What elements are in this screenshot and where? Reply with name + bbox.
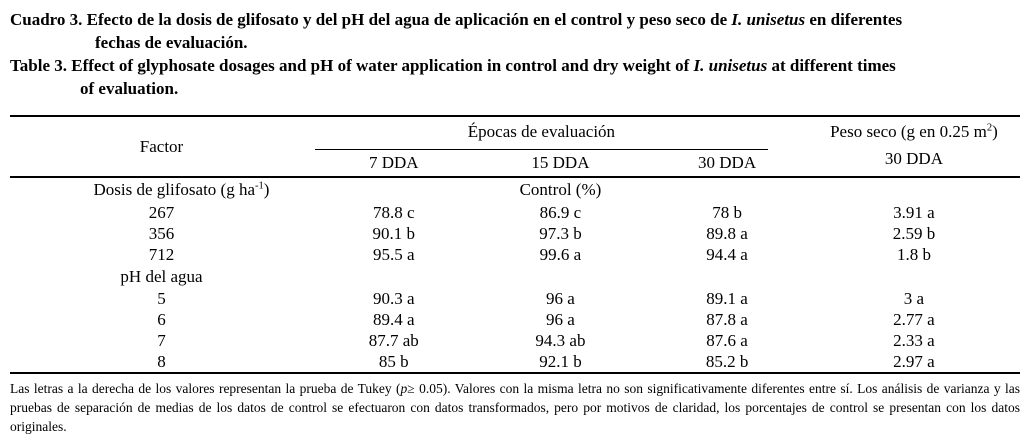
caption-en-line2: of evaluation. — [80, 79, 179, 98]
cell-15dda: 96 a — [546, 289, 575, 308]
caption-en: Table 3. Effect of glyphosate dosages an… — [10, 54, 1020, 100]
peso-seco-label: Peso seco (g en 0.25 m2) — [808, 117, 1020, 149]
cell-30dda: 87.6 a — [706, 331, 748, 350]
peso-seco-30dda-label: 30 DDA — [884, 149, 943, 168]
table-row: 267 78.8 c 86.9 c 78 b 3.91 a — [10, 202, 1020, 223]
header-row-groups: Factor Épocas de evaluación Peso seco (g… — [10, 116, 1020, 168]
cell-peso: 1.8 b — [896, 245, 931, 264]
cell-7dda: 87.7 ab — [368, 331, 419, 350]
table-footnote: Las letras a la derecha de los valores r… — [10, 379, 1020, 436]
cell-15dda: 86.9 c — [539, 203, 582, 222]
empty-cell — [808, 177, 1020, 202]
cell-factor: 6 — [157, 310, 166, 329]
footnote-text-end: ≥ 0.05). Valores con la misma letra no s… — [10, 381, 1020, 434]
table-row: 712 95.5 a 99.6 a 94.4 a 1.8 b — [10, 244, 1020, 265]
caption-es-text-end: en diferentes — [805, 10, 903, 29]
table-row: 356 90.1 b 97.3 b 89.8 a 2.59 b — [10, 223, 1020, 244]
section-label-glifosato: Dosis de glifosato (g ha-1) — [10, 177, 313, 202]
cell-peso: 2.33 a — [893, 331, 935, 350]
species-name-italic: I. unisetus — [693, 56, 768, 75]
cell-factor: 712 — [148, 245, 175, 264]
cell-15dda: 97.3 b — [539, 224, 582, 243]
empty-cell — [808, 265, 1020, 288]
caption-es-line1: Cuadro 3. Efecto de la dosis de glifosat… — [10, 8, 1020, 31]
cell-7dda: 85 b — [378, 352, 409, 371]
cell-7dda: 78.8 c — [373, 203, 415, 222]
section-label-ph: pH del agua — [120, 267, 203, 286]
caption-en-text: Table 3. Effect of glyphosate dosages an… — [10, 56, 694, 75]
results-table: Factor Épocas de evaluación Peso seco (g… — [10, 115, 1020, 374]
cell-factor: 7 — [157, 331, 166, 350]
cell-peso: 3.91 a — [893, 203, 935, 222]
cell-15dda: 96 a — [546, 310, 575, 329]
cell-30dda: 85.2 b — [705, 352, 749, 371]
col-header-7dda: 7 DDA — [369, 153, 419, 172]
cell-peso: 2.77 a — [893, 310, 935, 329]
col-header-15dda: 15 DDA — [531, 153, 590, 172]
control-pct-label: Control (%) — [519, 180, 602, 199]
peso-seco-text: Peso seco (g en 0.25 m — [830, 122, 987, 141]
col-header-peso-seco: Peso seco (g en 0.25 m2) 30 DDA — [808, 116, 1020, 177]
glifosato-label-end: ) — [263, 180, 270, 199]
cell-30dda: 87.8 a — [706, 310, 748, 329]
section-row-ph: pH del agua — [10, 265, 1020, 288]
cell-factor: 267 — [148, 203, 175, 222]
table-row: 7 87.7 ab 94.3 ab 87.6 a 2.33 a — [10, 330, 1020, 351]
caption-en-line1: Table 3. Effect of glyphosate dosages an… — [10, 54, 1020, 77]
caption-es-text: Cuadro 3. Efecto de la dosis de glifosat… — [10, 10, 732, 29]
glifosato-label-text: Dosis de glifosato (g ha — [93, 180, 256, 199]
superscript-2: 2 — [986, 122, 993, 134]
cell-15dda: 92.1 b — [539, 352, 582, 371]
cell-factor: 8 — [157, 352, 166, 371]
cell-peso: 3 a — [903, 289, 925, 308]
cell-7dda: 95.5 a — [373, 245, 415, 264]
table-row: 5 90.3 a 96 a 89.1 a 3 a — [10, 288, 1020, 309]
col-header-30dda: 30 DDA — [698, 153, 757, 172]
col-header-epocas: Épocas de evaluación — [313, 116, 808, 150]
cell-7dda: 90.1 b — [372, 224, 416, 243]
cell-peso: 2.97 a — [893, 352, 935, 371]
species-name-italic: I. unisetus — [731, 10, 806, 29]
header-row-dda: 7 DDA 15 DDA 30 DDA — [10, 150, 1020, 177]
cell-peso: 2.59 b — [892, 224, 936, 243]
caption-en-text-end: at different times — [767, 56, 896, 75]
cell-factor: 356 — [148, 224, 175, 243]
caption-es-line2: fechas de evaluación. — [95, 33, 248, 52]
empty-cell — [313, 265, 808, 288]
table-row: 8 85 b 92.1 b 85.2 b 2.97 a — [10, 351, 1020, 373]
cell-30dda: 89.1 a — [706, 289, 748, 308]
cell-7dda: 90.3 a — [373, 289, 415, 308]
cell-factor: 5 — [157, 289, 166, 308]
col-header-factor: Factor — [139, 136, 184, 156]
superscript-minus1: -1 — [255, 180, 264, 192]
section-row-glifosato: Dosis de glifosato (g ha-1) Control (%) — [10, 177, 1020, 202]
peso-seco-text-end: ) — [992, 122, 998, 141]
col-header-epocas-label: Épocas de evaluación — [315, 117, 768, 150]
cell-15dda: 99.6 a — [539, 245, 582, 264]
footnote-text: Las letras a la derecha de los valores r… — [10, 381, 401, 396]
cell-30dda: 78 b — [712, 203, 742, 222]
cell-15dda: 94.3 ab — [535, 331, 586, 350]
p-value-italic: p — [400, 381, 408, 396]
cell-7dda: 89.4 a — [373, 310, 415, 329]
caption-es: Cuadro 3. Efecto de la dosis de glifosat… — [10, 8, 1020, 54]
cell-30dda: 89.8 a — [706, 224, 748, 243]
cell-30dda: 94.4 a — [706, 245, 748, 264]
table-row: 6 89.4 a 96 a 87.8 a 2.77 a — [10, 309, 1020, 330]
